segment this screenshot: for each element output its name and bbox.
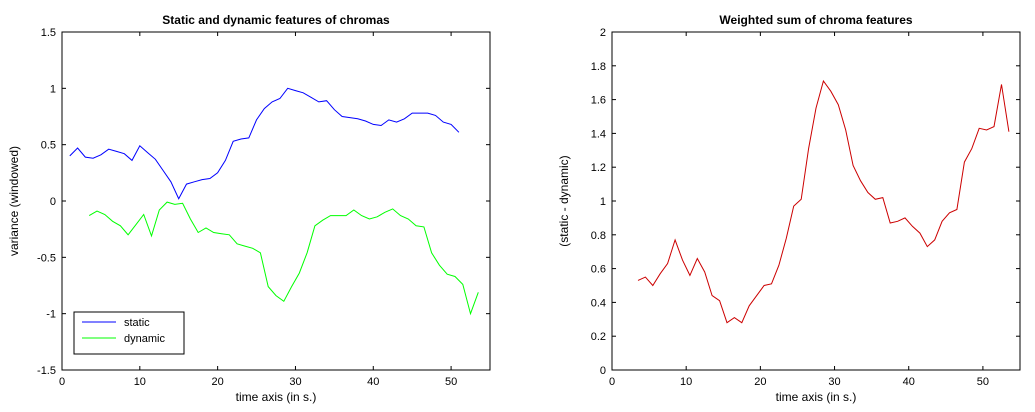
y-tick-label: 1.4 (591, 128, 606, 140)
y-axis-label: (static - dynamic) (557, 155, 571, 246)
legend-box (73, 311, 185, 355)
x-tick-label: 20 (754, 376, 766, 388)
y-tick-label: -1 (46, 309, 56, 321)
x-tick-label: 30 (289, 376, 301, 388)
y-tick-label: 1 (50, 83, 56, 95)
y-axis-label: variance (windowed) (7, 146, 21, 256)
chart-title: Static and dynamic features of chromas (162, 13, 390, 27)
x-tick-label: 40 (367, 376, 379, 388)
y-tick-label: 0 (600, 365, 606, 377)
plot-frame (611, 31, 1021, 371)
x-tick-label: 0 (59, 376, 65, 388)
x-tick-label: 10 (134, 376, 146, 388)
x-tick-label: 50 (977, 376, 989, 388)
y-tick-label: 2 (600, 27, 606, 39)
y-tick-label: 0.5 (41, 140, 56, 152)
y-tick-label: 1.8 (591, 61, 606, 73)
y-tick-label: 1.6 (591, 95, 606, 107)
chart-weighted-sum: 0 10 20 30 40 50 0 0.2 0.4 0.6 0.8 1 1.2 1.4 1.6 1.8 2 We… (557, 13, 1021, 404)
y-tick-label: -0.5 (37, 252, 56, 264)
x-tick-label: 20 (212, 376, 224, 388)
y-tick-label: 1.2 (591, 162, 606, 174)
chart-static-dynamic: 0 10 20 30 40 50 -1.5 -1 -0.5 0 0.5 1 1.5 Static and … (7, 13, 491, 404)
series-line (637, 79, 1010, 324)
x-tick-label: 0 (609, 376, 615, 388)
legend: static dynamic (73, 311, 185, 355)
x-axis-label: time axis (in s.) (236, 390, 317, 404)
x-tick-label: 50 (445, 376, 457, 388)
legend-label-static: static (124, 317, 150, 329)
chart-title: Weighted sum of chroma features (719, 13, 912, 27)
y-tick-label: 1.5 (41, 27, 56, 39)
x-tick-label: 30 (828, 376, 840, 388)
y-tick-label: 0.6 (591, 264, 606, 276)
y-tick-label: 0.8 (591, 230, 606, 242)
y-tick-label: 0 (50, 196, 56, 208)
x-tick-label: 40 (903, 376, 915, 388)
legend-label-dynamic: dynamic (124, 333, 165, 345)
x-axis-label: time axis (in s.) (776, 390, 857, 404)
series-static-line (69, 87, 460, 200)
x-tick-label: 10 (680, 376, 692, 388)
y-tick-label: -1.5 (37, 365, 56, 377)
series-dynamic-line (88, 201, 479, 316)
y-tick-label: 0.4 (591, 297, 606, 309)
y-tick-label: 0.2 (591, 331, 606, 343)
y-tick-label: 1 (600, 196, 606, 208)
